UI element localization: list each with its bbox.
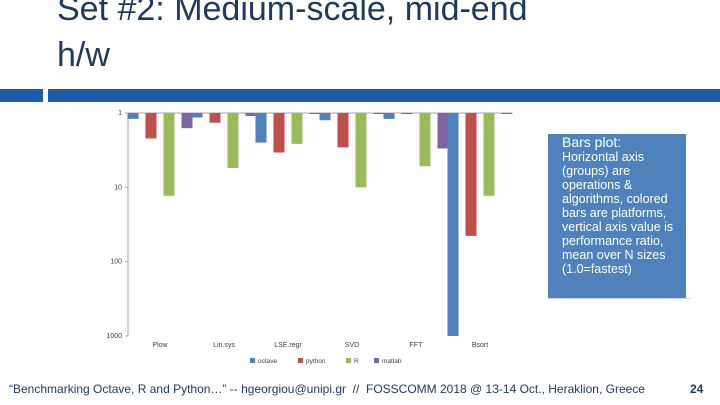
bar-python-plow xyxy=(145,113,157,139)
bar-python-bsort xyxy=(465,113,477,236)
bar-matlab-svd xyxy=(373,113,385,114)
legend-swatch-matlab xyxy=(374,358,379,363)
title-band-left xyxy=(0,89,43,102)
note-title: Bars plot: xyxy=(562,134,622,150)
legend-swatch-r xyxy=(346,358,351,363)
note-body: Horizontal axis (groups) are operations … xyxy=(562,150,674,276)
bar-octave-lseregr xyxy=(255,113,267,143)
legend-label-r: R xyxy=(354,358,359,365)
legend-label-matlab: matlab xyxy=(382,358,402,365)
bar-octave-fft xyxy=(383,113,395,119)
x-category-label: LSE.regr xyxy=(274,342,302,349)
y-tick-label: 10 xyxy=(114,184,122,191)
y-tick-label: 100 xyxy=(110,259,122,266)
legend-label-python: python xyxy=(306,358,326,365)
legend-label-octave: octave xyxy=(258,358,278,365)
chart-labels: Plow Lin.sys LSE.regr SVD FFT Bsort xyxy=(152,342,488,349)
legend-swatch-octave xyxy=(250,358,255,363)
bar-r-bsort xyxy=(483,113,495,196)
slide-footer: “Benchmarking Octave, R and Python…” -- … xyxy=(9,382,645,396)
bar-r-svd xyxy=(355,113,367,188)
bar-python-fft xyxy=(401,113,413,114)
bar-python-svd xyxy=(337,113,349,148)
page-number: 24 xyxy=(690,382,704,396)
bar-matlab-lseregr xyxy=(309,113,321,114)
bar-matlab-plow xyxy=(181,113,193,129)
bar-matlab-fft xyxy=(437,113,449,149)
bar-python-lseregr xyxy=(273,113,285,153)
note-box xyxy=(548,134,686,298)
title-band-right xyxy=(48,89,720,102)
legend-swatch-python xyxy=(298,358,303,363)
slide-title: Set #2: Medium-scale, mid-end h/w xyxy=(57,0,528,78)
chart-bars xyxy=(127,113,513,336)
y-tick-label: 1 xyxy=(118,110,122,117)
x-category-label: Lin.sys xyxy=(213,342,235,349)
y-tick-label: 1000 xyxy=(106,333,122,340)
bar-matlab-linsys xyxy=(245,113,257,117)
note-divider xyxy=(548,298,690,299)
x-category-label: SVD xyxy=(345,342,359,349)
x-category-label: Plow xyxy=(152,342,168,349)
bar-octave-bsort xyxy=(447,113,459,336)
slide-title-line2: h/w xyxy=(57,36,110,74)
bar-r-plow xyxy=(163,113,175,196)
bar-octave-svd xyxy=(319,113,331,121)
bar-octave-plow xyxy=(127,113,139,119)
x-category-label: Bsort xyxy=(472,342,488,349)
bar-chart: 1 10 100 1000 Plow Lin.sys LSE.regr SVD FFT Bsor… xyxy=(106,110,513,365)
bar-r-linsys xyxy=(227,113,239,169)
bar-matlab-bsort xyxy=(501,113,513,114)
bar-octave-linsys xyxy=(191,113,203,118)
bar-r-fft xyxy=(419,113,431,167)
bar-r-lseregr xyxy=(291,113,303,144)
slide-title-line1: Set #2: Medium-scale, mid-end xyxy=(57,0,528,28)
bar-python-linsys xyxy=(209,113,221,123)
x-category-label: FFT xyxy=(410,342,424,349)
